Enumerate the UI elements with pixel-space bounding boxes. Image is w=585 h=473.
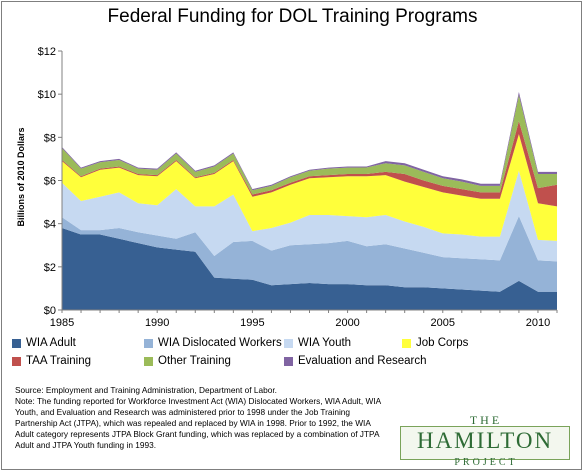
legend-swatch [12, 338, 21, 348]
logo-the: THE [469, 413, 503, 427]
legend-item: WIA Dislocated Workers [144, 337, 282, 349]
x-tick-label: 2000 [335, 317, 359, 329]
legend-item: Other Training [144, 355, 231, 367]
area-other-training [62, 95, 557, 195]
y-tick-label: $4 [44, 219, 56, 231]
legend-label: WIA Youth [298, 337, 352, 349]
area-wia-adult [62, 228, 557, 310]
area-evaluation-and-research [62, 92, 557, 191]
legend-item: TAA Training [12, 355, 91, 367]
funding-note: Note: The funding reported for Workforce… [15, 396, 381, 450]
x-tick-label: 2005 [431, 317, 455, 329]
area-wia-youth [62, 170, 557, 262]
x-tick-label: 1990 [145, 317, 169, 329]
legend-swatch [284, 356, 293, 366]
legend-label: WIA Adult [26, 337, 76, 349]
legend-swatch [402, 338, 411, 348]
legend-label: WIA Dislocated Workers [158, 337, 282, 349]
x-tick-label: 1985 [50, 317, 74, 329]
area-taa-training [62, 121, 557, 207]
legend-swatch [284, 338, 293, 348]
y-tick-label: $6 [44, 176, 56, 188]
notes: Source: Employment and Training Administ… [15, 385, 390, 451]
chart-title: Federal Funding for DOL Training Program… [107, 6, 478, 27]
y-tick-label: $2 [44, 262, 56, 274]
logo-name: HAMILTON [416, 428, 554, 453]
area-wia-dislocated-workers [62, 216, 557, 292]
y-tick-label: $12 [38, 46, 56, 58]
legend-label: Other Training [158, 355, 231, 367]
logo-project: PROJECT [454, 457, 518, 468]
area-job-corps [62, 134, 557, 241]
y-tick-label: $0 [44, 305, 56, 317]
legend-item: WIA Youth [284, 337, 351, 349]
plot-area: $0 $2 $4 $6 $8 $10 $12 1985 1990 1995 2000 2005 2010… [16, 46, 558, 329]
y-tick-label: $10 [38, 89, 56, 101]
legend-label: Evaluation and Research [298, 355, 427, 367]
source-note: Source: Employment and Training Administ… [15, 385, 277, 395]
legend-swatch [144, 356, 153, 366]
legend-label: Job Corps [416, 337, 469, 349]
legend-item: Job Corps [402, 337, 468, 349]
legend-label: TAA Training [26, 355, 91, 367]
y-axis-label: Billions of 2010 Dollars [16, 127, 26, 226]
legend-swatch [144, 338, 153, 348]
stacked-areas [62, 92, 557, 310]
y-tick-label: $8 [44, 132, 56, 144]
legend-swatch [12, 356, 21, 366]
axes: $0 $2 $4 $6 $8 $10 $12 1985 1990 1995 2000 2005 2010 [38, 46, 558, 329]
legend-item: Evaluation and Research [284, 355, 427, 367]
x-tick-label: 1995 [240, 317, 264, 329]
x-tick-label: 2010 [526, 317, 550, 329]
legend-item: WIA Adult [12, 337, 76, 349]
logo-box: HAMILTON [400, 426, 570, 460]
hamilton-project-logo: THE HAMILTON PROJECT [398, 413, 574, 468]
